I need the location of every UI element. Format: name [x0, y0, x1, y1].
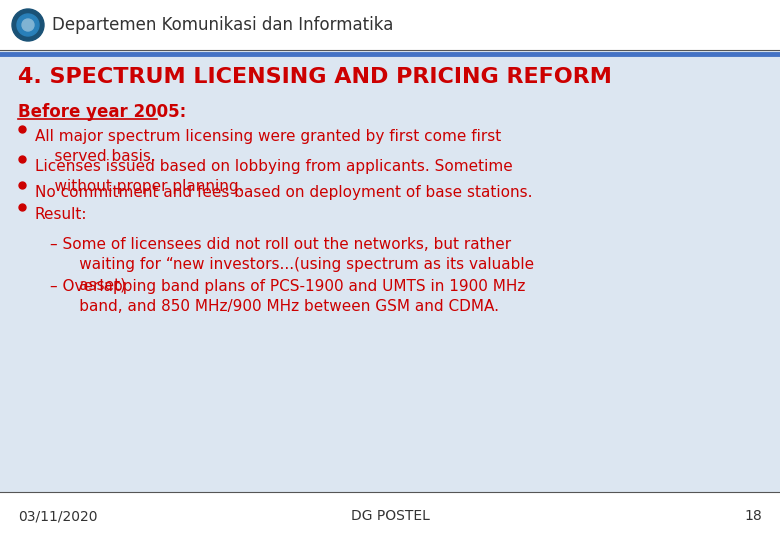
Text: 18: 18	[744, 509, 762, 523]
Text: – Overlapping band plans of PCS-1900 and UMTS in 1900 MHz
      band, and 850 MH: – Overlapping band plans of PCS-1900 and…	[50, 279, 526, 314]
Text: Result:: Result:	[35, 207, 87, 222]
FancyBboxPatch shape	[0, 0, 780, 50]
Text: No commitment and fees based on deployment of base stations.: No commitment and fees based on deployme…	[35, 185, 533, 200]
Text: Before year 2005:: Before year 2005:	[18, 103, 186, 121]
Circle shape	[12, 9, 44, 41]
Circle shape	[17, 14, 39, 36]
Text: All major spectrum licensing were granted by first come first
    served basis.: All major spectrum licensing were grante…	[35, 129, 502, 164]
Circle shape	[22, 19, 34, 31]
Text: 4. SPECTRUM LICENSING AND PRICING REFORM: 4. SPECTRUM LICENSING AND PRICING REFORM	[18, 67, 612, 87]
Text: 03/11/2020: 03/11/2020	[18, 509, 98, 523]
Text: Departemen Komunikasi dan Informatika: Departemen Komunikasi dan Informatika	[52, 16, 393, 34]
Text: Licenses issued based on lobbying from applicants. Sometime
    without proper p: Licenses issued based on lobbying from a…	[35, 159, 512, 194]
FancyBboxPatch shape	[0, 492, 780, 540]
Text: – Some of licensees did not roll out the networks, but rather
      waiting for : – Some of licensees did not roll out the…	[50, 237, 534, 293]
Text: DG POSTEL: DG POSTEL	[350, 509, 430, 523]
FancyBboxPatch shape	[5, 56, 775, 492]
